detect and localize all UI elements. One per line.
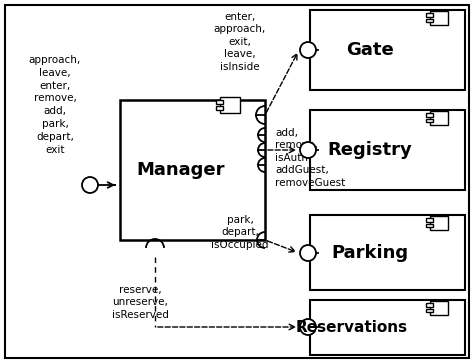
Bar — [426, 309, 433, 312]
Bar — [430, 216, 447, 230]
Circle shape — [300, 245, 316, 261]
Bar — [310, 215, 465, 290]
Circle shape — [300, 319, 316, 335]
Bar — [426, 113, 433, 117]
Text: add,
remove,
isAuth,
addGuest,
removeGuest: add, remove, isAuth, addGuest, removeGue… — [275, 128, 345, 188]
Bar — [426, 219, 433, 222]
Bar — [120, 100, 265, 240]
Bar — [430, 11, 447, 25]
Text: park,
depart,
isOccupied: park, depart, isOccupied — [211, 215, 269, 250]
Bar — [216, 106, 223, 110]
Text: enter,
approach,
exit,
leave,
isInside: enter, approach, exit, leave, isInside — [214, 12, 266, 72]
Bar — [426, 13, 433, 17]
Bar — [426, 119, 433, 122]
Text: Reservations: Reservations — [296, 319, 408, 334]
Circle shape — [300, 42, 316, 58]
Text: approach,
leave,
enter,
remove,
add,
park,
depart,
exit: approach, leave, enter, remove, add, par… — [29, 55, 81, 155]
Bar — [310, 300, 465, 355]
Bar — [426, 303, 433, 307]
Text: reserve,
unreserve,
isReserved: reserve, unreserve, isReserved — [111, 285, 168, 320]
Bar — [220, 97, 240, 113]
Text: Registry: Registry — [328, 141, 412, 159]
Bar — [310, 110, 465, 190]
Bar — [216, 100, 223, 104]
Bar — [426, 19, 433, 23]
Text: Gate: Gate — [346, 41, 394, 59]
Text: Manager: Manager — [137, 161, 225, 179]
Bar — [430, 111, 447, 125]
Bar — [426, 224, 433, 227]
Bar — [430, 301, 447, 315]
Circle shape — [300, 142, 316, 158]
Circle shape — [82, 177, 98, 193]
Text: Parking: Parking — [331, 244, 409, 262]
Bar — [310, 10, 465, 90]
